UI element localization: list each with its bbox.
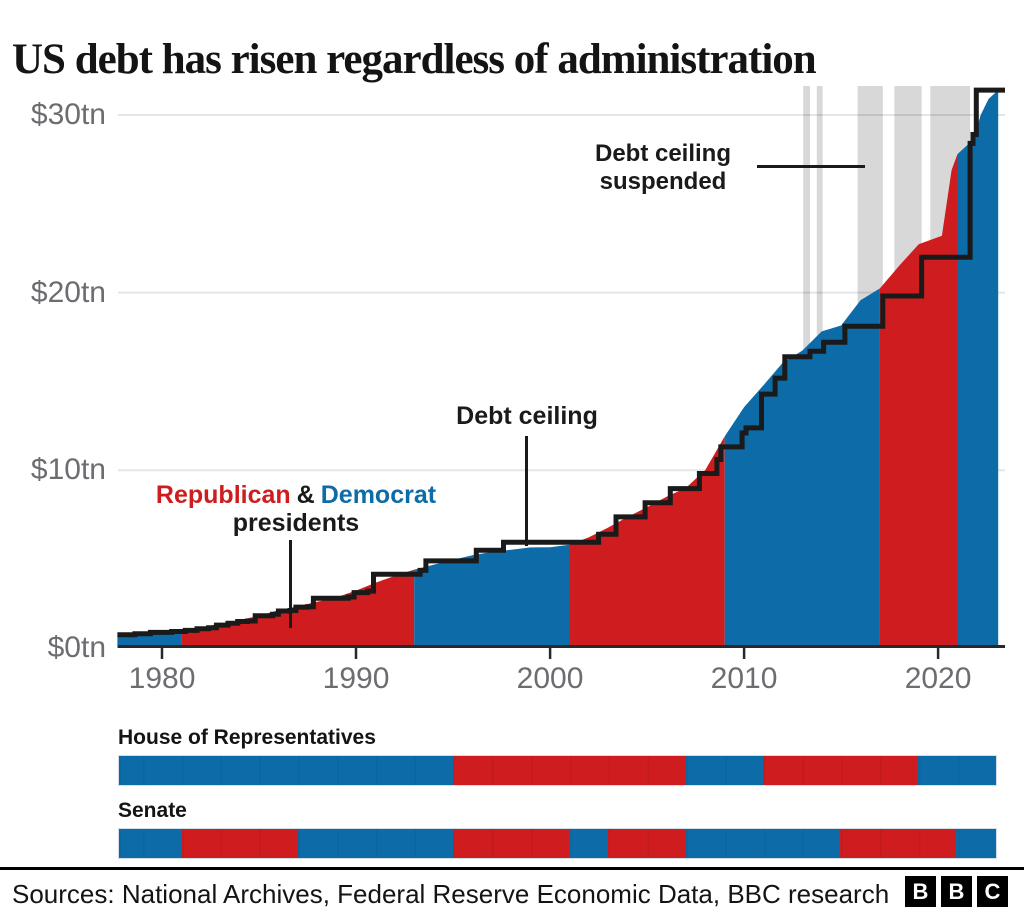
- sources-text: Sources: National Archives, Federal Rese…: [12, 879, 890, 909]
- senate-segment-democrat: [956, 829, 996, 858]
- senate-segment-democrat: [298, 829, 454, 858]
- house-control-bar: [118, 755, 997, 786]
- footer-divider: [0, 867, 1024, 870]
- annotation-presidents: Republican & Democrat presidents: [141, 481, 451, 537]
- senate-segment-republican: [182, 829, 299, 858]
- x-tick-label: 2020: [904, 662, 972, 695]
- senate-segment-republican: [608, 829, 686, 858]
- x-tick-label: 2010: [710, 662, 778, 695]
- term-seams: [119, 829, 996, 858]
- annotation-debt-ceiling: Debt ceiling: [427, 402, 627, 430]
- senate-segment-republican: [840, 829, 957, 858]
- senate-segment-democrat: [119, 829, 183, 858]
- x-tick-label: 2000: [516, 662, 584, 695]
- debt-area-chart: [117, 86, 1005, 659]
- ampersand: &: [296, 481, 315, 509]
- y-tick-label: $30tn: [30, 97, 106, 131]
- annotation-line2: suspended: [599, 168, 727, 195]
- debt-area-democrat: [414, 544, 570, 648]
- debt-area-democrat: [957, 90, 999, 649]
- republican-word: Republican: [155, 481, 291, 509]
- bbc-logo-block: C: [977, 876, 1008, 907]
- house-segment-democrat: [685, 756, 763, 785]
- y-tick-label: $20tn: [30, 275, 106, 309]
- annotation-connector-ceiling: [525, 436, 528, 546]
- bbc-logo-block: B: [905, 876, 936, 907]
- democrat-word: Democrat: [320, 481, 437, 509]
- annotation-connector-presidents: [289, 540, 292, 628]
- house-segment-republican: [762, 756, 918, 785]
- annotation-line1: Republican & Democrat: [141, 481, 451, 509]
- annotation-line2: presidents: [232, 509, 360, 537]
- senate-segment-democrat: [685, 829, 841, 858]
- x-tick-label: 1980: [128, 662, 196, 695]
- senate-segment-republican: [453, 829, 570, 858]
- y-tick-label: $10tn: [30, 453, 106, 487]
- term-seams: [119, 756, 996, 785]
- y-tick-label: $0tn: [47, 631, 106, 664]
- page-title: US debt has risen regardless of administ…: [12, 35, 817, 83]
- annotation-debt-ceiling-suspended: Debt ceiling suspended: [553, 140, 773, 196]
- annotation-line1: Debt ceiling: [594, 140, 732, 167]
- senate-segment-democrat: [569, 829, 609, 858]
- house-segment-democrat: [119, 756, 454, 785]
- debt-ceiling-line: [117, 87, 1005, 638]
- house-segment-republican: [453, 756, 686, 785]
- house-segment-democrat: [917, 756, 996, 785]
- bbc-logo-block: B: [941, 876, 972, 907]
- annotation-connector-suspended: [757, 165, 865, 168]
- debt-area-republican: [879, 154, 958, 648]
- house-bar-label: House of Representatives: [118, 726, 376, 749]
- x-tick-label: 1990: [322, 662, 390, 695]
- senate-control-bar: [118, 828, 997, 859]
- debt-area-democrat: [724, 288, 880, 648]
- senate-bar-label: Senate: [118, 799, 187, 822]
- annotation-label: Debt ceiling: [456, 402, 598, 430]
